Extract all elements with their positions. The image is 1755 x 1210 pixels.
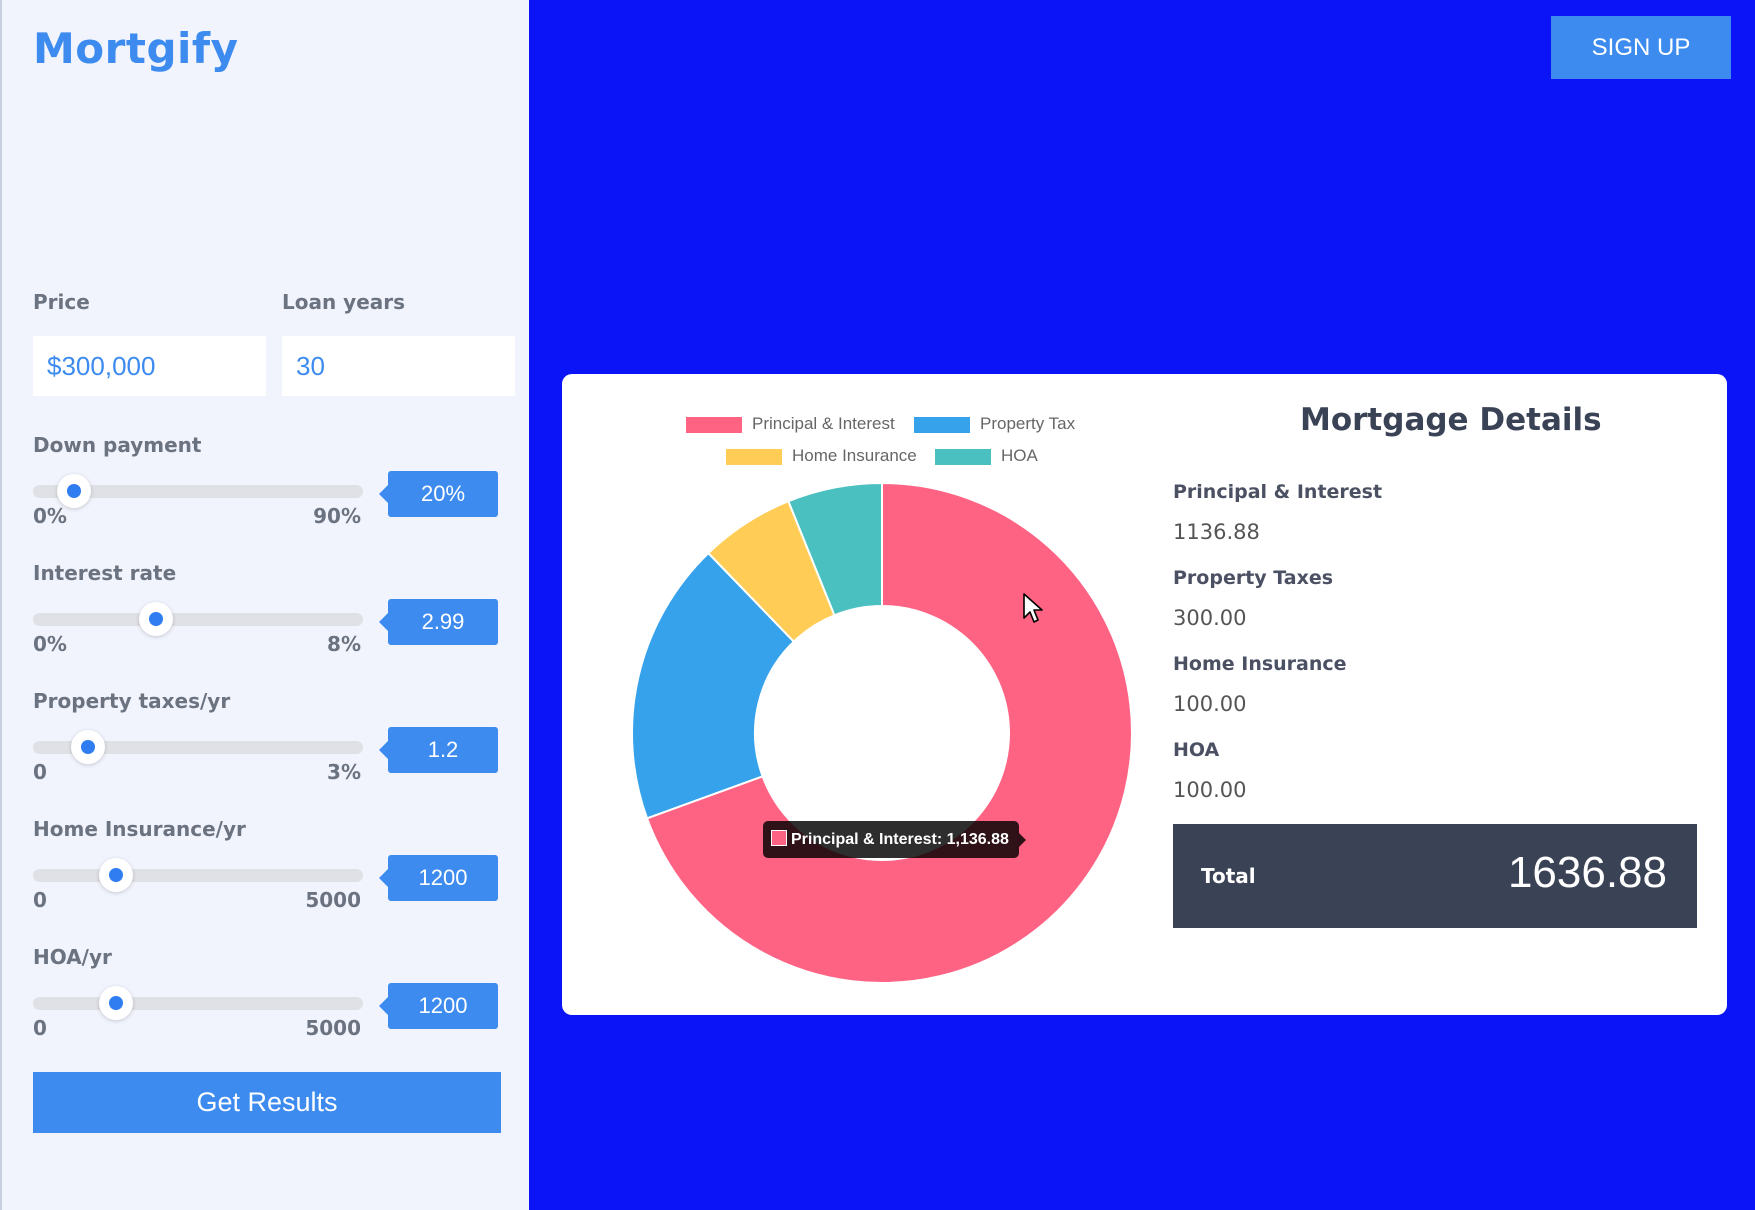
hoa-label: HOA/yr xyxy=(33,945,112,969)
app-logo: Mortgify xyxy=(33,24,239,73)
legend-item[interactable]: HOA xyxy=(935,447,1038,465)
slider-min-label: 0 xyxy=(33,1016,47,1040)
legend-label: Principal & Interest xyxy=(752,414,895,433)
principal-interest-label: Principal & Interest xyxy=(1173,481,1383,503)
slider-track[interactable] xyxy=(33,613,363,626)
slider-max-label: 3% xyxy=(327,760,361,784)
legend-label: Property Tax xyxy=(980,414,1076,433)
down-payment-slider[interactable] xyxy=(33,471,363,511)
legend-item[interactable]: Home Insurance xyxy=(726,447,917,465)
slider-min-label: 0 xyxy=(33,888,47,912)
hoa-detail-value: 100.00 xyxy=(1173,778,1247,802)
sign-up-button[interactable]: SIGN UP xyxy=(1551,16,1731,79)
legend-label: HOA xyxy=(1001,446,1038,465)
slider-thumb[interactable] xyxy=(98,986,133,1020)
slider-track[interactable] xyxy=(33,741,363,754)
price-label: Price xyxy=(33,290,90,314)
legend-swatch xyxy=(686,416,742,433)
get-results-button[interactable]: Get Results xyxy=(33,1072,501,1133)
hoa-value-badge: 1200 xyxy=(379,983,498,1029)
property-taxes-label: Property taxes/yr xyxy=(33,689,231,713)
home-insurance-value-badge: 1200 xyxy=(379,855,498,901)
slider-min-label: 0% xyxy=(33,632,67,656)
mortgage-details-title: Mortgage Details xyxy=(1300,402,1602,438)
legend-item[interactable]: Property Tax xyxy=(914,415,1075,433)
loan-years-input[interactable]: 30 xyxy=(282,336,515,396)
slider-max-label: 90% xyxy=(313,504,361,528)
home-insurance-detail-value: 100.00 xyxy=(1173,692,1247,716)
slider-min-label: 0% xyxy=(33,504,67,528)
property-taxes-detail-value: 300.00 xyxy=(1173,606,1247,630)
down-payment-label: Down payment xyxy=(33,433,202,457)
loan-years-label: Loan years xyxy=(282,290,406,314)
legend-swatch xyxy=(726,448,782,465)
slider-thumb[interactable] xyxy=(57,474,92,508)
slider-max-label: 5000 xyxy=(305,1016,361,1040)
legend-label: Home Insurance xyxy=(792,446,917,465)
mouse-cursor-icon xyxy=(1023,593,1043,623)
hoa-slider[interactable] xyxy=(33,983,363,1023)
slider-thumb[interactable] xyxy=(139,602,174,636)
slider-thumb[interactable] xyxy=(71,730,106,764)
property-taxes-detail-label: Property Taxes xyxy=(1173,567,1334,589)
legend-swatch xyxy=(914,416,970,433)
slider-track[interactable] xyxy=(33,485,363,498)
total-panel: Total 1636.88 xyxy=(1173,824,1697,928)
slider-thumb[interactable] xyxy=(98,858,133,892)
down-payment-value-badge: 20% xyxy=(379,471,498,517)
chart-tooltip: Principal & Interest: 1,136.88 xyxy=(763,821,1026,858)
legend-swatch xyxy=(935,448,991,465)
home-insurance-label: Home Insurance/yr xyxy=(33,817,246,841)
principal-interest-value: 1136.88 xyxy=(1173,520,1260,544)
legend-item[interactable]: Principal & Interest xyxy=(686,415,895,433)
sidebar: Mortgify Price Loan years $300,000 30 Do… xyxy=(0,0,529,1210)
slider-max-label: 5000 xyxy=(305,888,361,912)
tooltip-swatch xyxy=(771,829,787,846)
interest-rate-value-badge: 2.99 xyxy=(379,599,498,645)
slider-min-label: 0 xyxy=(33,760,47,784)
home-insurance-detail-label: Home Insurance xyxy=(1173,653,1347,675)
slider-max-label: 8% xyxy=(327,632,361,656)
donut-slice-property-tax[interactable] xyxy=(631,551,796,820)
interest-rate-label: Interest rate xyxy=(33,561,177,585)
property-taxes-slider[interactable] xyxy=(33,727,363,767)
hoa-detail-label: HOA xyxy=(1173,739,1220,761)
home-insurance-slider[interactable] xyxy=(33,855,363,895)
property-taxes-value-badge: 1.2 xyxy=(379,727,498,773)
donut-slice-hoa[interactable] xyxy=(787,481,883,617)
price-input[interactable]: $300,000 xyxy=(33,336,266,396)
total-value: 1636.88 xyxy=(1507,848,1667,897)
tooltip-text: Principal & Interest: 1,136.88 xyxy=(791,831,1009,848)
total-label: Total xyxy=(1201,864,1256,888)
interest-rate-slider[interactable] xyxy=(33,599,363,639)
